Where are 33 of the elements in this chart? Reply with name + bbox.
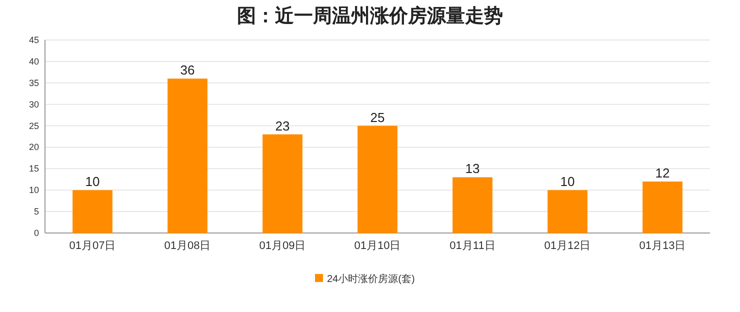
x-tick-label: 01月11日 xyxy=(450,240,496,252)
data-label: 10 xyxy=(85,174,100,190)
y-tick-label: 10 xyxy=(28,185,39,196)
x-tick-label: 01月13日 xyxy=(639,240,686,252)
y-tick-label: 40 xyxy=(28,56,39,66)
legend-label: 24小时涨价房源(套) xyxy=(327,273,415,285)
data-label: 23 xyxy=(275,118,290,134)
y-tick-label: 5 xyxy=(34,206,39,217)
chart-title: 图：近一周温州涨价房源量走势 xyxy=(237,5,503,27)
y-tick-label: 0 xyxy=(34,228,39,238)
y-tick-label: 20 xyxy=(28,142,39,152)
x-tick-label: 01月08日 xyxy=(164,240,211,252)
bar xyxy=(452,177,492,233)
y-tick-label: 30 xyxy=(28,99,39,110)
y-tick-label: 45 xyxy=(28,35,39,45)
bar xyxy=(262,134,302,233)
bar xyxy=(72,190,112,233)
data-label: 10 xyxy=(560,174,575,190)
data-label: 36 xyxy=(180,62,195,78)
data-label: 25 xyxy=(370,110,385,125)
data-label: 13 xyxy=(465,161,480,176)
y-tick-label: 35 xyxy=(28,78,39,88)
x-tick-label: 01月09日 xyxy=(259,240,306,252)
bar xyxy=(168,78,208,233)
bar xyxy=(642,182,682,233)
bar xyxy=(358,126,398,233)
data-label: 12 xyxy=(655,166,670,181)
x-tick-label: 01月12日 xyxy=(544,240,591,252)
y-tick-label: 25 xyxy=(28,120,39,131)
x-tick-label: 01月07日 xyxy=(69,240,116,252)
y-tick-label: 15 xyxy=(28,164,39,174)
bar xyxy=(548,190,588,233)
x-tick-label: 01月10日 xyxy=(354,240,401,252)
